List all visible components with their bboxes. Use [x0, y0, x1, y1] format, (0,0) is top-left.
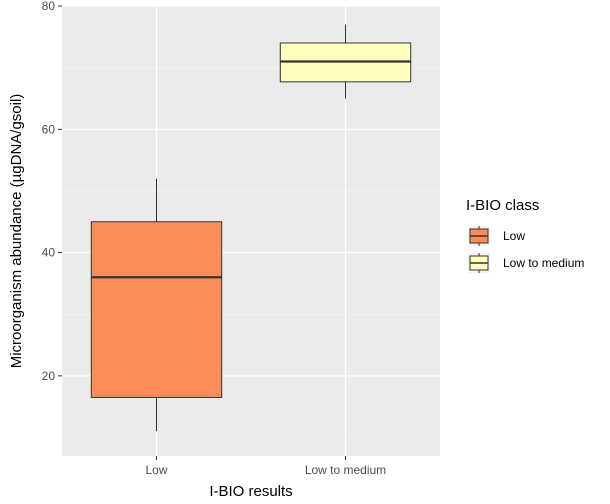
x-tick-label: Low: [145, 463, 167, 477]
x-axis-ticks: Low Low to medium: [145, 456, 386, 477]
legend-label: Low: [503, 229, 525, 243]
legend-entries: Low Low to medium: [468, 226, 584, 273]
x-tick-label: Low to medium: [305, 463, 386, 477]
y-axis-ticks: 20 40 60 80: [42, 0, 62, 383]
y-tick-label: 60: [42, 122, 56, 136]
boxes: [90, 24, 412, 432]
legend-entry: Low: [468, 226, 525, 246]
box-iqr: [90, 221, 223, 398]
box-low: [90, 178, 223, 432]
y-axis-title: Microorganism abundance (µgDNA/gsoil): [8, 94, 25, 369]
legend-label: Low to medium: [503, 256, 584, 270]
box-low-to-medium: [279, 24, 412, 99]
y-tick-label: 40: [42, 246, 56, 260]
y-tick-label: 20: [42, 369, 56, 383]
x-axis-title: I-BIO results: [209, 483, 292, 500]
y-tick-label: 80: [42, 0, 56, 13]
legend-entry: Low to medium: [468, 253, 584, 273]
legend: I-BIO class Low Low to medium: [466, 197, 584, 273]
legend-title: I-BIO class: [466, 197, 539, 214]
